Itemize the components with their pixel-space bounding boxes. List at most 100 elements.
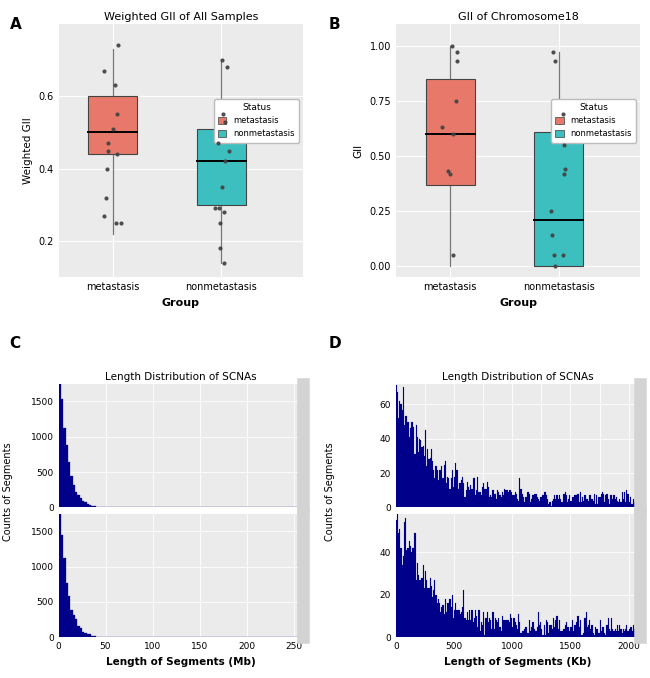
Point (215, 218, 226, 228)
Bar (601, 494, 602, 507)
Bar (412, 548, 413, 637)
Point (545, 205, 556, 216)
Bar (530, 502, 531, 507)
Bar (70, 476, 73, 507)
Y-axis label: Metastasis: Metastasis (639, 557, 645, 594)
Bar (534, 132, 583, 266)
Bar (605, 496, 606, 507)
Bar (403, 556, 404, 637)
Point (448, 250, 458, 260)
Bar (593, 635, 595, 637)
Bar (621, 492, 623, 507)
Bar (58, 354, 61, 507)
Bar (541, 497, 543, 507)
Bar (540, 622, 541, 637)
Bar (467, 481, 468, 507)
Bar (432, 461, 433, 507)
Bar (197, 129, 246, 205)
Bar (561, 631, 562, 637)
Bar (562, 631, 564, 637)
Bar (448, 603, 449, 637)
Bar (404, 522, 405, 637)
Bar (436, 595, 437, 637)
Bar (590, 629, 592, 637)
X-axis label: Group: Group (162, 298, 200, 308)
Bar (537, 626, 538, 637)
Bar (399, 529, 400, 637)
Bar (427, 449, 428, 507)
Point (220, 116, 231, 127)
Bar (441, 607, 443, 637)
Bar (611, 496, 612, 507)
Bar (412, 422, 413, 507)
Bar (558, 629, 559, 637)
Point (549, 250, 560, 260)
Bar (536, 631, 537, 637)
Bar (436, 466, 437, 507)
Bar (94, 506, 96, 507)
Bar (439, 470, 440, 507)
Bar (526, 497, 527, 507)
Bar (477, 626, 478, 637)
Bar (483, 483, 484, 507)
Bar (578, 626, 580, 637)
Bar (617, 500, 618, 507)
Bar (597, 504, 599, 507)
Bar (592, 499, 593, 507)
Bar (608, 499, 609, 507)
X-axis label: Group: Group (499, 298, 537, 308)
Bar (623, 499, 624, 507)
Bar (484, 635, 486, 637)
Point (448, 129, 459, 140)
Bar (480, 492, 481, 507)
Bar (434, 580, 436, 637)
Bar (396, 520, 397, 637)
Bar (489, 497, 490, 507)
Bar (573, 497, 574, 507)
Bar (571, 620, 573, 637)
Bar (506, 620, 508, 637)
Bar (609, 629, 610, 637)
Bar (417, 437, 418, 507)
Bar (408, 548, 409, 637)
Point (447, 41, 457, 52)
Bar (428, 589, 430, 637)
Bar (89, 634, 92, 637)
Bar (546, 496, 547, 507)
Bar (639, 483, 640, 507)
Bar (410, 546, 411, 637)
Bar (493, 629, 495, 637)
Bar (483, 612, 484, 637)
Bar (465, 490, 467, 507)
Bar (491, 629, 493, 637)
Bar (468, 620, 469, 637)
Bar (547, 499, 549, 507)
Bar (583, 633, 584, 637)
Bar (405, 416, 406, 507)
Bar (425, 430, 426, 507)
Bar (508, 492, 509, 507)
Bar (517, 629, 518, 637)
Bar (634, 629, 636, 637)
Bar (505, 620, 506, 637)
Bar (612, 629, 614, 637)
Bar (569, 631, 571, 637)
Bar (612, 499, 614, 507)
Title: Weighted GII of All Samples: Weighted GII of All Samples (103, 12, 258, 22)
Bar (510, 614, 511, 637)
Bar (625, 502, 627, 507)
Bar (528, 620, 530, 637)
Bar (475, 610, 476, 637)
Bar (397, 393, 398, 507)
Bar (75, 619, 77, 637)
Bar (636, 624, 637, 637)
Bar (397, 511, 398, 637)
Bar (406, 416, 408, 507)
Bar (624, 492, 625, 507)
Bar (592, 624, 593, 637)
Text: C: C (10, 336, 21, 351)
Bar (458, 610, 459, 637)
Bar (89, 505, 92, 507)
Bar (567, 502, 568, 507)
Bar (565, 624, 566, 637)
